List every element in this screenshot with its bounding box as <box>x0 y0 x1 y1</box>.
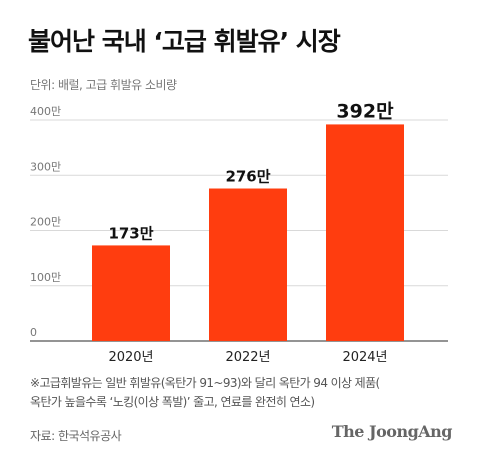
source-note: 자료: 한국석유공사 <box>30 429 122 443</box>
bar <box>92 245 170 341</box>
y-tick-label: 100만 <box>30 271 61 284</box>
y-tick-label: 200만 <box>30 216 61 229</box>
bar <box>209 188 287 341</box>
y-tick-label: 0 <box>30 326 37 339</box>
chart-subtitle: 단위: 배럴, 고급 휘발유 소비량 <box>30 78 177 92</box>
footnote-line-2: 옥탄가 높을수록 ‘노킹(이상 폭발)’ 줄고, 연료를 완전히 연소) <box>30 395 315 409</box>
bar-value-label: 392만 <box>336 100 394 122</box>
y-tick-label: 400만 <box>30 105 61 118</box>
footnote-line-1: ※고급휘발유는 일반 휘발유(옥탄가 91~93)와 달리 옥탄가 94 이상 … <box>30 376 380 390</box>
bar-value-label: 173만 <box>108 224 153 242</box>
x-tick-label: 2020년 <box>108 350 153 365</box>
publisher-logo: The JoongAng <box>331 422 453 441</box>
y-tick-label: 300만 <box>30 160 61 173</box>
bar-chart: 0 100만 200만 300만 400만 173만 2020년 276만 2022년 392만 2… <box>30 100 448 365</box>
chart-title: 불어난 국내 ‘고급 휘발유’ 시장 <box>28 27 341 56</box>
footnote: ※고급휘발유는 일반 휘발유(옥탄가 91~93)와 달리 옥탄가 94 이상 … <box>30 374 460 412</box>
x-tick-label: 2022년 <box>225 350 270 365</box>
bar <box>326 124 404 341</box>
x-tick-label: 2024년 <box>342 350 387 365</box>
bar-value-label: 276만 <box>225 168 270 186</box>
